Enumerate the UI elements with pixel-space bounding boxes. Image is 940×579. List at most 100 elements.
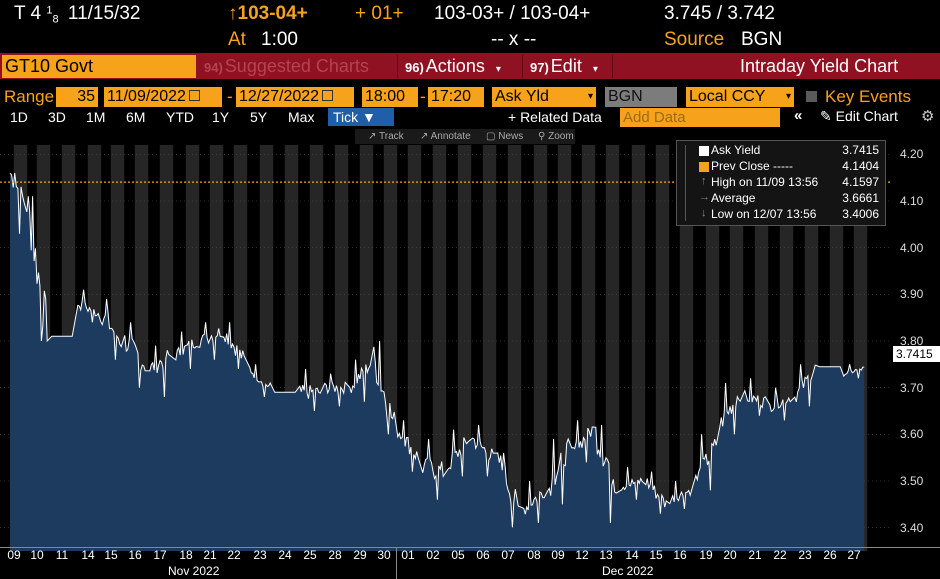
dropdown-arrow-icon: ▾ xyxy=(785,91,791,102)
start-time-input[interactable]: 18:00 xyxy=(362,87,418,107)
source-value: BGN xyxy=(741,29,783,50)
x-axis-line xyxy=(0,547,940,548)
x-tick-label: 15 xyxy=(649,548,663,562)
related-data-button[interactable]: + Related Data xyxy=(508,109,602,125)
currency-select[interactable]: Local CCY ▾ xyxy=(686,87,794,107)
month-label-nov: Nov 2022 xyxy=(168,564,220,578)
y-tick-label: 4.00 xyxy=(900,240,924,255)
x-tick-label: 23 xyxy=(798,548,812,562)
x-tick-label: 17 xyxy=(153,548,167,562)
x-tick-label: 01 xyxy=(401,548,415,562)
calendar-icon[interactable] xyxy=(322,90,334,102)
price-time: 1:00 xyxy=(261,29,298,50)
period-button-max[interactable]: Max xyxy=(288,109,315,125)
range-dash: - xyxy=(227,87,233,106)
x-tick-label: 26 xyxy=(823,548,837,562)
session-band xyxy=(482,145,497,551)
square-icon xyxy=(699,162,709,172)
collapse-icon[interactable]: « xyxy=(794,107,803,124)
x-tick-label: 09 xyxy=(551,548,565,562)
square-icon xyxy=(699,146,709,156)
x-tick-label: 08 xyxy=(527,548,541,562)
x-tick-label: 16 xyxy=(673,548,687,562)
edit-chart-button[interactable]: ✎ Edit Chart xyxy=(820,108,898,124)
legend-low: ↓ Low on 12/07 13:56 3.4006 xyxy=(701,207,879,221)
end-date-input[interactable]: 12/27/2022 xyxy=(236,87,354,107)
x-tick-label: 12 xyxy=(575,548,589,562)
period-button-ytd[interactable]: YTD xyxy=(166,109,194,125)
x-tick-label: 05 xyxy=(451,548,465,562)
news-tool[interactable]: ▢ News xyxy=(486,131,524,142)
y-tick-label: 3.90 xyxy=(900,287,924,302)
x-tick-label: 23 xyxy=(253,548,267,562)
last-price: ↑103-04+ xyxy=(228,3,308,24)
key-events-checkbox[interactable] xyxy=(806,91,817,102)
session-band xyxy=(655,145,670,551)
annotate-icon: ↗ xyxy=(420,131,429,142)
range-label: Range xyxy=(4,87,55,106)
annotate-tool[interactable]: ↗ Annotate xyxy=(420,131,471,142)
start-date-input[interactable]: 11/09/2022 xyxy=(104,87,222,107)
chart-toolbar xyxy=(355,129,575,144)
period-button-5y[interactable]: 5Y xyxy=(250,109,268,125)
security-input[interactable]: GT10 Govt xyxy=(2,55,196,78)
y-tick-label: 3.60 xyxy=(900,427,924,442)
legend-bracket xyxy=(685,145,692,221)
title-divider xyxy=(397,55,398,78)
y-tick-label: 3.50 xyxy=(900,474,924,488)
y-tick-label: 3.70 xyxy=(900,380,924,395)
x-tick-label: 29 xyxy=(353,548,367,562)
period-button-3d[interactable]: 3D xyxy=(48,109,66,125)
period-button-6m[interactable]: 6M xyxy=(126,109,146,125)
zoom-icon: ⚲ xyxy=(538,131,546,142)
actions-menu[interactable]: 96) Actions ▾ xyxy=(405,56,501,76)
edit-menu[interactable]: 97) Edit ▾ xyxy=(530,56,598,76)
pricing-source-input[interactable]: BGN xyxy=(605,87,677,107)
period-button-1y[interactable]: 1Y xyxy=(212,109,230,125)
yield-area xyxy=(10,173,865,551)
field-select[interactable]: Ask Yld ▾ xyxy=(492,87,596,107)
period-tick-button[interactable]: Tick ▼ xyxy=(328,108,394,126)
x-tick-label: 16 xyxy=(128,548,142,562)
x-tick-label: 07 xyxy=(501,548,515,562)
source-label: Source xyxy=(664,29,725,50)
x-tick-label: 25 xyxy=(303,548,317,562)
y-tick-label: 3.80 xyxy=(900,334,924,348)
session-band xyxy=(679,145,694,551)
series-ask-yield[interactable] xyxy=(9,172,865,528)
legend-prev-close[interactable]: Prev Close ----- 4.1404 xyxy=(677,159,885,175)
last-value-tag: 3.7415 xyxy=(893,346,940,362)
pencil-icon: ✎ xyxy=(820,108,832,124)
gear-icon[interactable]: ⚙ xyxy=(921,108,935,125)
x-tick-label: 22 xyxy=(773,548,787,562)
add-data-field[interactable]: Add Data xyxy=(620,108,780,127)
session-band xyxy=(631,145,646,551)
x-tick-label: 06 xyxy=(476,548,490,562)
month-label-dec: Dec 2022 xyxy=(602,564,654,578)
x-tick-label: 15 xyxy=(104,548,118,562)
y-tick-label: 3.40 xyxy=(900,520,924,535)
end-time-input[interactable]: 17:20 xyxy=(428,87,484,107)
period-button-1m[interactable]: 1M xyxy=(86,109,106,125)
high-marker-icon: ↑ xyxy=(701,175,707,187)
x-tick-label: 11 xyxy=(55,548,69,562)
track-tool[interactable]: ↗ Track xyxy=(368,131,404,142)
x-tick-label: 18 xyxy=(179,548,193,562)
zoom-tool[interactable]: ⚲ Zoom xyxy=(538,131,574,142)
key-events-label: Key Events xyxy=(825,87,911,106)
month-divider xyxy=(396,547,397,579)
security-name: T 4 18 11/15/32 xyxy=(14,3,141,26)
x-tick-label: 10 xyxy=(30,548,44,562)
x-tick-label: 20 xyxy=(723,548,737,562)
interval-input[interactable]: 35 xyxy=(56,87,98,107)
legend-ask-yield[interactable]: Ask Yield 3.7415 xyxy=(677,143,885,159)
x-tick-label: 09 xyxy=(7,548,21,562)
x-tick-label: 28 xyxy=(328,548,342,562)
dropdown-arrow-icon: ▾ xyxy=(592,64,598,75)
x-tick-label: 30 xyxy=(377,548,391,562)
legend-high: ↑ High on 11/09 13:56 4.1597 xyxy=(701,175,879,189)
suggested-charts-button[interactable]: 94) Suggested Charts xyxy=(204,56,369,76)
period-button-1d[interactable]: 1D xyxy=(10,109,28,125)
dropdown-arrow-icon: ▾ xyxy=(587,91,593,102)
calendar-icon[interactable] xyxy=(188,90,200,102)
